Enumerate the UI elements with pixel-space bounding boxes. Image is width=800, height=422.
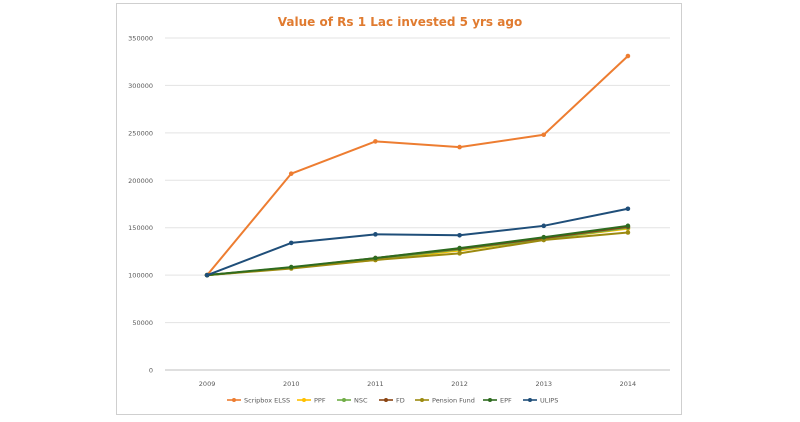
series-lines (204, 53, 631, 278)
data-point (457, 144, 462, 150)
x-tick-label: 2013 (535, 380, 552, 388)
legend-swatch-marker (232, 398, 236, 402)
x-tick-label: 2012 (451, 380, 468, 388)
legend-swatch-marker (488, 398, 492, 402)
line-chart: Value of Rs 1 Lac invested 5 yrs ago 0 50… (128, 15, 670, 404)
legend-label: NSC (354, 396, 368, 404)
x-tick-label: 2009 (199, 380, 216, 388)
series-line (206, 207, 629, 277)
series-line (206, 55, 629, 276)
legend-label: PPF (314, 396, 326, 404)
data-point (204, 272, 210, 278)
legend-swatch-marker (420, 398, 424, 402)
data-point (457, 245, 462, 251)
data-point (541, 234, 547, 240)
y-tick-label: 150000 (128, 224, 153, 232)
data-point (625, 53, 631, 59)
data-point (457, 233, 462, 238)
y-tick-label: 350000 (128, 35, 153, 43)
series-line (206, 224, 629, 277)
x-tick-label: 2010 (283, 380, 300, 388)
legend-label: Scripbox ELSS (244, 396, 290, 404)
legend-swatch-marker (342, 398, 346, 402)
legend-swatch-marker (528, 398, 532, 402)
y-tick-label: 100000 (128, 272, 153, 280)
data-point (625, 206, 631, 212)
data-point (288, 171, 294, 176)
chart-title: Value of Rs 1 Lac invested 5 yrs ago (278, 15, 522, 29)
x-tick-label: 2011 (367, 380, 384, 388)
y-tick-label: 250000 (128, 129, 153, 137)
y-tick-label: 200000 (128, 177, 153, 185)
data-point (373, 139, 378, 144)
series-line (207, 231, 629, 277)
y-tick-label: 300000 (128, 82, 153, 90)
legend: Scripbox ELSS PPF NSC FD Pension Fund EPF ULIP… (227, 396, 558, 404)
legend-label: Pension Fund (432, 396, 475, 404)
chart-frame: Value of Rs 1 Lac invested 5 yrs ago 0 50… (116, 3, 682, 415)
legend-label: ULIPS (540, 396, 558, 404)
data-point (541, 132, 547, 138)
x-tick-label: 2014 (620, 380, 637, 388)
data-point (288, 264, 294, 270)
data-point (541, 223, 547, 229)
data-point (457, 251, 462, 256)
y-tick-label: 50000 (132, 319, 153, 327)
gridlines (165, 37, 670, 371)
data-point (373, 232, 378, 237)
data-point (625, 230, 631, 235)
data-point (288, 240, 294, 246)
data-point (373, 255, 378, 261)
legend-label: EPF (500, 396, 512, 404)
data-point (625, 223, 631, 229)
y-tick-label: 0 (149, 367, 153, 375)
legend-label: FD (396, 396, 405, 404)
legend-swatch-marker (384, 398, 388, 402)
y-axis-ticks: 0 50000 100000 150000 200000 250000 300000 3500… (128, 35, 153, 375)
legend-swatch-marker (302, 398, 306, 402)
x-axis-ticks: 2009 2010 2011 2012 2013 2014 (199, 380, 636, 388)
